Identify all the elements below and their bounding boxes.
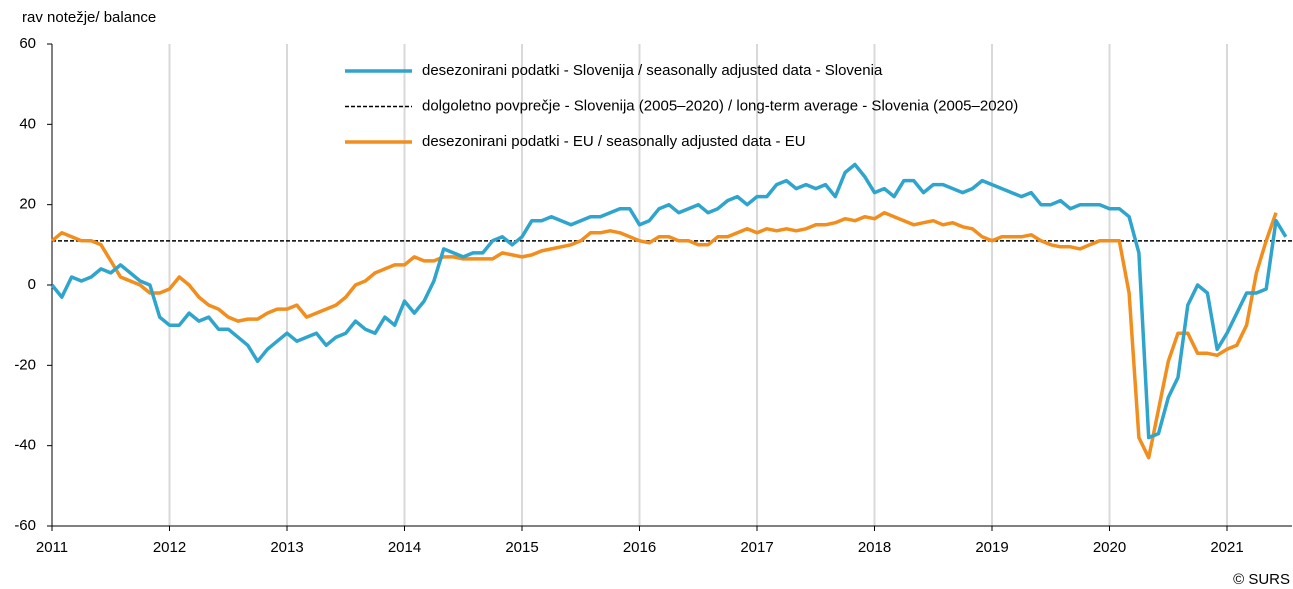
x-tick-label: 2019 bbox=[975, 539, 1008, 556]
y-tick-label: 20 bbox=[19, 196, 36, 213]
y-tick-label: -20 bbox=[14, 356, 36, 373]
x-tick-label: 2014 bbox=[388, 539, 421, 556]
x-tick-label: 2011 bbox=[36, 539, 68, 556]
legend-label: desezonirani podatki - EU / seasonally a… bbox=[422, 133, 806, 150]
y-tick-label: 40 bbox=[19, 115, 36, 132]
x-tick-label: 2017 bbox=[740, 539, 773, 556]
x-tick-label: 2015 bbox=[505, 539, 538, 556]
y-tick-label: -40 bbox=[14, 437, 36, 454]
y-tick-label: 60 bbox=[19, 35, 36, 52]
x-tick-label: 2021 bbox=[1210, 539, 1243, 556]
x-tick-label: 2020 bbox=[1093, 539, 1126, 556]
y-axis-label: rav notežje/ balance bbox=[22, 9, 156, 26]
y-tick-label: -60 bbox=[14, 517, 36, 534]
legend-label: dolgoletno povprečje - Slovenija (2005–2… bbox=[422, 97, 1018, 114]
data-line bbox=[50, 210, 1278, 460]
x-tick-label: 2016 bbox=[623, 539, 656, 556]
legend-label: desezonirani podatki - Slovenija / seaso… bbox=[422, 62, 883, 79]
x-tick-label: 2012 bbox=[153, 539, 186, 556]
y-tick-label: 0 bbox=[28, 276, 36, 293]
data-line bbox=[50, 162, 1288, 440]
source: © SURS bbox=[1233, 571, 1290, 588]
x-tick-label: 2013 bbox=[270, 539, 303, 556]
x-tick-label: 2018 bbox=[858, 539, 891, 556]
